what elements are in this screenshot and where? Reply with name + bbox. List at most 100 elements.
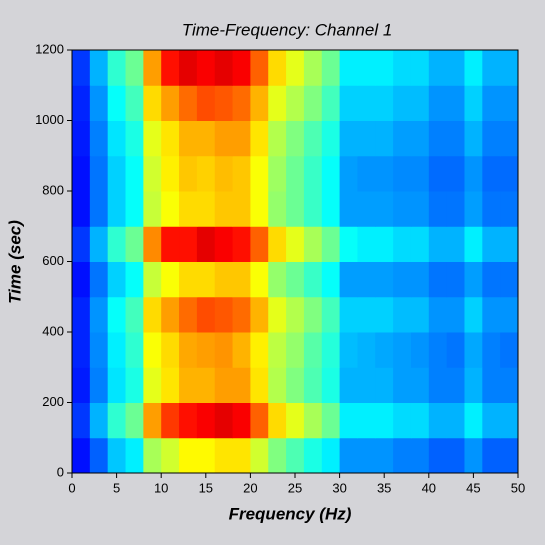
heat-cell	[268, 437, 287, 474]
heat-cell	[179, 367, 198, 403]
heat-cell	[72, 437, 91, 474]
heat-cell	[410, 155, 430, 192]
heat-cell	[375, 367, 394, 403]
heat-cell	[107, 85, 127, 121]
heat-cell	[357, 50, 376, 86]
heat-cell	[410, 437, 430, 474]
heat-cell	[125, 367, 144, 403]
heat-cell	[375, 226, 394, 262]
heat-cell	[161, 296, 180, 333]
heat-cell	[179, 437, 198, 474]
heat-cell	[232, 332, 251, 368]
heat-cell	[232, 261, 251, 298]
heat-cell	[500, 226, 519, 262]
heat-cell	[482, 437, 501, 474]
heat-cell	[125, 437, 144, 474]
heat-cell	[357, 437, 376, 474]
heat-cell	[214, 437, 234, 474]
heat-cell	[482, 191, 501, 227]
heat-cell	[89, 296, 109, 333]
heat-cell	[107, 437, 127, 474]
heat-cell	[214, 50, 234, 86]
heat-cell	[500, 402, 519, 439]
heat-cell	[143, 226, 162, 262]
heat-cell	[214, 367, 234, 403]
heat-cell	[72, 120, 91, 157]
heat-cell	[196, 226, 216, 262]
heat-cell	[250, 155, 269, 192]
heat-cell	[161, 261, 180, 298]
heat-cell	[179, 191, 198, 227]
heat-cell	[357, 261, 376, 298]
heat-cell	[143, 120, 162, 157]
heat-cell	[143, 367, 162, 403]
heat-cell	[482, 50, 501, 86]
heat-cell	[179, 155, 198, 192]
heat-cell	[339, 50, 358, 86]
heat-cell	[250, 402, 269, 439]
heat-cell	[268, 191, 287, 227]
heat-cell	[214, 226, 234, 262]
heat-cell	[464, 191, 483, 227]
heat-cell	[428, 402, 448, 439]
heat-cell	[286, 191, 305, 227]
heat-cell	[393, 402, 412, 439]
heat-cell	[446, 155, 465, 192]
heat-cell	[232, 191, 251, 227]
heat-cell	[321, 296, 341, 333]
heat-cell	[303, 191, 323, 227]
x-tick-label: 45	[466, 480, 480, 495]
heat-cell	[161, 437, 180, 474]
heat-cell	[161, 402, 180, 439]
heat-cell	[196, 120, 216, 157]
heat-cell	[125, 332, 144, 368]
heat-cell	[268, 226, 287, 262]
heat-cell	[89, 120, 109, 157]
heat-cell	[89, 50, 109, 86]
heat-cell	[393, 50, 412, 86]
heat-cell	[196, 155, 216, 192]
heat-cell	[232, 437, 251, 474]
heat-cell	[482, 402, 501, 439]
heat-cell	[143, 191, 162, 227]
heat-cell	[339, 261, 358, 298]
heat-cell	[375, 155, 394, 192]
heat-cell	[446, 120, 465, 157]
x-tick-label: 50	[511, 480, 525, 495]
heat-cell	[89, 437, 109, 474]
heat-cell	[500, 261, 519, 298]
x-tick-label: 0	[68, 480, 75, 495]
heat-cell	[286, 226, 305, 262]
heat-cell	[303, 120, 323, 157]
heat-cell	[464, 437, 483, 474]
heat-cell	[321, 402, 341, 439]
heat-cell	[428, 261, 448, 298]
heat-cell	[339, 296, 358, 333]
heat-cell	[143, 50, 162, 86]
heat-cell	[500, 367, 519, 403]
heat-cell	[410, 85, 430, 121]
heat-cell	[143, 332, 162, 368]
heat-cell	[107, 50, 127, 86]
x-tick-label: 15	[199, 480, 213, 495]
heat-cell	[500, 120, 519, 157]
heat-cell	[125, 120, 144, 157]
heat-cell	[143, 437, 162, 474]
heat-cell	[339, 437, 358, 474]
x-tick-label: 35	[377, 480, 391, 495]
heat-cell	[446, 296, 465, 333]
heat-cell	[268, 402, 287, 439]
heat-cell	[393, 367, 412, 403]
heat-cell	[303, 226, 323, 262]
heat-cell	[196, 437, 216, 474]
heat-cell	[161, 367, 180, 403]
heat-cell	[357, 191, 376, 227]
heat-cell	[232, 402, 251, 439]
heat-cell	[482, 332, 501, 368]
heat-cell	[482, 155, 501, 192]
heat-cell	[72, 226, 91, 262]
heat-cell	[446, 367, 465, 403]
heat-cell	[321, 437, 341, 474]
heat-cell	[375, 85, 394, 121]
